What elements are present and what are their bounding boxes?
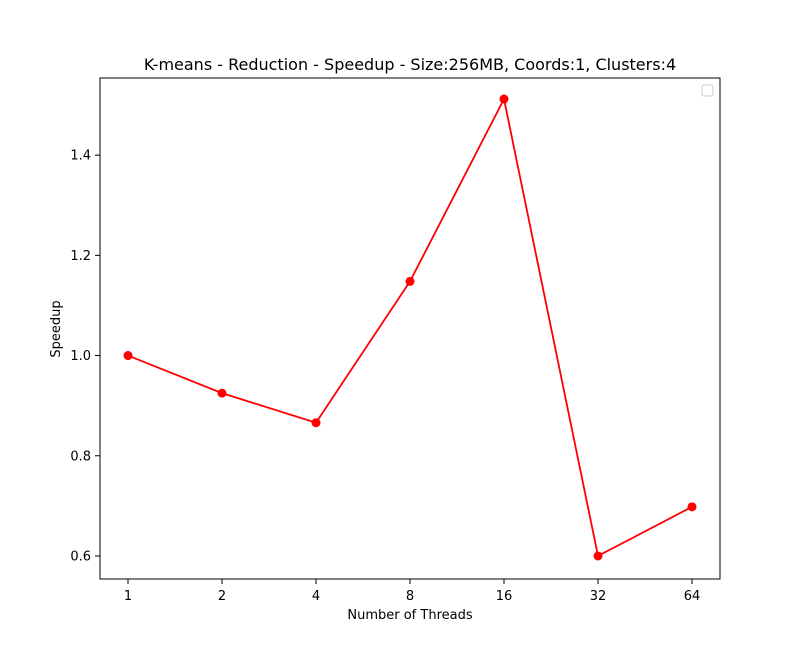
x-axis: 1 2 4 8 16 32 64	[124, 579, 700, 604]
data-point	[405, 276, 415, 286]
x-tick-label: 4	[312, 589, 320, 604]
chart-title: K-means - Reduction - Speedup - Size:256…	[144, 55, 676, 74]
y-axis-title: Speedup	[49, 300, 64, 357]
plot-area	[99, 77, 721, 580]
y-tick-label: 0.6	[70, 549, 91, 564]
x-axis-title: Number of Threads	[347, 608, 472, 623]
legend-box	[701, 84, 714, 97]
x-tick-label: 16	[496, 589, 513, 604]
data-point	[123, 351, 133, 361]
x-tick-label: 2	[218, 589, 226, 604]
x-tick-label: 64	[684, 589, 701, 604]
y-tick-label: 1.0	[70, 349, 91, 364]
x-tick-label: 8	[406, 589, 414, 604]
y-tick-label: 1.4	[70, 149, 91, 164]
y-tick-label: 1.2	[70, 249, 91, 264]
x-tick-label: 32	[590, 589, 607, 604]
y-axis: 0.6 0.8 1.0 1.2 1.4	[70, 149, 100, 564]
data-point	[499, 94, 509, 104]
data-point	[311, 418, 321, 428]
data-point	[217, 388, 227, 398]
data-point	[593, 551, 603, 561]
y-tick-label: 0.8	[70, 449, 91, 464]
data-point	[687, 502, 697, 512]
series-points	[123, 94, 697, 561]
x-tick-label: 1	[124, 589, 132, 604]
